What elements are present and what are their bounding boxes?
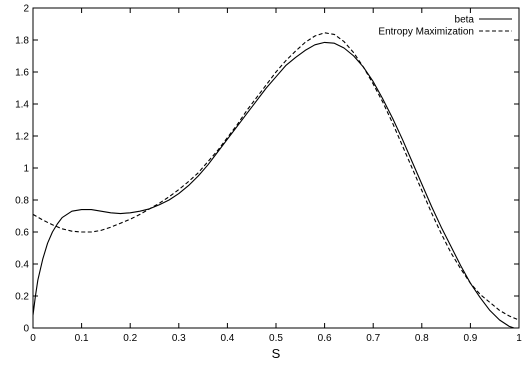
x-tick-label: 0.4	[220, 333, 234, 344]
y-tick-label: 0.2	[15, 292, 29, 303]
y-tick-label: 2	[23, 4, 29, 15]
plot-frame	[32, 7, 520, 329]
x-tick-label: 0.3	[172, 333, 186, 344]
x-axis-label: S	[272, 346, 281, 361]
x-tick-label: 0.8	[415, 333, 429, 344]
y-tick-label: 0.8	[15, 196, 29, 207]
y-tick-label: 1.6	[15, 68, 29, 79]
x-tick-label: 0.6	[318, 333, 332, 344]
y-tick-label: 1	[23, 164, 29, 175]
x-tick-label: 0.1	[75, 333, 89, 344]
y-tick-label: 0.4	[15, 260, 29, 271]
x-tick-label: 1	[516, 333, 522, 344]
x-tick-label: 0.5	[269, 333, 283, 344]
x-tick-label: 0.2	[123, 333, 137, 344]
legend-label-beta: beta	[455, 15, 475, 26]
y-tick-label: 1.4	[15, 100, 29, 111]
x-tick-label: 0	[30, 333, 36, 344]
series-line-beta	[32, 41, 519, 329]
axes: 0 0.1 0.2 0.3 0.4 0.5 0.6 0.7 0.8 0.9 1 0 0.2 0.4 0.6 0…	[15, 4, 522, 345]
x-tick-label: 0.7	[366, 333, 380, 344]
y-tick-label: 1.8	[15, 36, 29, 47]
y-tick-label: 1.2	[15, 132, 29, 143]
series-group	[32, 32, 520, 329]
series-line-entropy-maximization	[32, 32, 520, 321]
y-tick-label: 0	[23, 324, 29, 335]
legend-label-entropy-maximization: Entropy Maximization	[378, 27, 474, 38]
legend: beta Entropy Maximization	[378, 15, 512, 38]
x-tick-label: 0.9	[463, 333, 477, 344]
y-tick-label: 0.6	[15, 228, 29, 239]
